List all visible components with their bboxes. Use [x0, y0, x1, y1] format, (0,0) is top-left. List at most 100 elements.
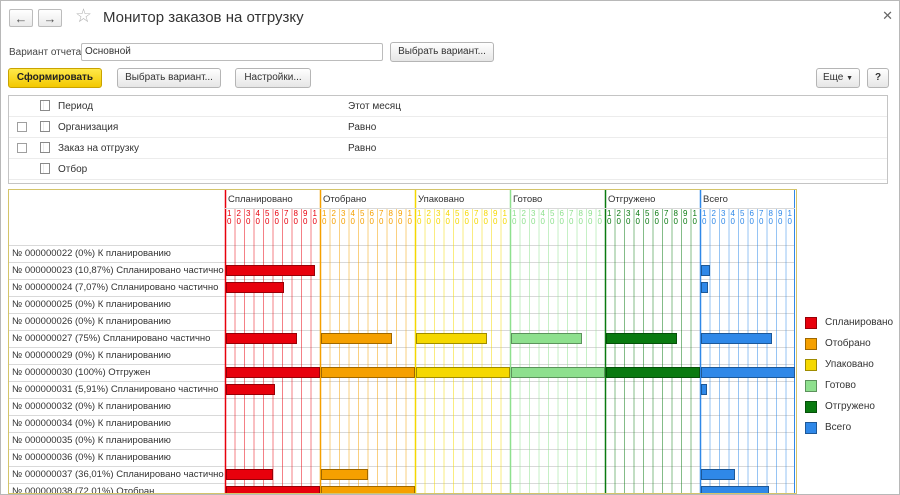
order-link[interactable]: № 000000035 (0%) К планированию	[12, 435, 171, 446]
order-link[interactable]: № 000000034 (0%) К планированию	[12, 418, 171, 429]
tick-label-top: 5	[265, 209, 270, 218]
tick-label-top: 6	[654, 209, 659, 218]
progress-bar	[321, 333, 392, 344]
more-button[interactable]: Еще ▼	[816, 68, 860, 88]
legend-label: Отобрано	[825, 338, 871, 349]
progress-bar	[321, 367, 415, 378]
tick-label-top: 6	[559, 209, 564, 218]
tick-label-bottom: 0	[635, 217, 640, 226]
tick-label-top: 1	[702, 209, 707, 218]
order-link[interactable]: № 000000037 (36,01%) Спланировано частич…	[12, 469, 224, 480]
generate-button[interactable]: Сформировать	[8, 68, 102, 88]
tick-label-bottom: 0	[464, 217, 469, 226]
group-header: Отгружено	[608, 194, 656, 205]
tick-label-top: 4	[730, 209, 735, 218]
chart-grid	[9, 190, 795, 493]
group-header: Всего	[703, 194, 728, 205]
tick-label-bottom: 0	[607, 217, 612, 226]
tick-label-top: 1	[787, 209, 792, 218]
legend-label: Готово	[825, 380, 856, 391]
progress-bar	[226, 367, 320, 378]
order-link[interactable]: № 000000023 (10,87%) Спланировано частич…	[12, 265, 224, 276]
settings-checkbox[interactable]	[17, 122, 27, 132]
tick-label-bottom: 0	[559, 217, 564, 226]
tick-label-top: 4	[255, 209, 260, 218]
more-label: Еще	[822, 72, 844, 83]
tick-label-top: 4	[635, 209, 640, 218]
tick-label-top: 1	[512, 209, 517, 218]
tick-label-top: 3	[531, 209, 536, 218]
progress-bar	[321, 486, 415, 493]
settings-row: Организация Равно	[9, 117, 887, 138]
filter-icon	[40, 121, 50, 132]
progress-bar	[226, 384, 275, 395]
progress-bar	[321, 469, 368, 480]
help-button[interactable]: ?	[867, 68, 889, 88]
tick-label-top: 5	[360, 209, 365, 218]
legend-label: Спланировано	[825, 317, 894, 328]
settings-value[interactable]: Равно	[348, 143, 377, 154]
tick-label-top: 7	[759, 209, 764, 218]
page-title: Монитор заказов на отгрузку	[103, 9, 304, 26]
select-variant-top-button[interactable]: Выбрать вариант...	[390, 42, 494, 62]
tick-label-top: 6	[464, 209, 469, 218]
order-link[interactable]: № 000000036 (0%) К планированию	[12, 452, 171, 463]
tick-label-bottom: 0	[436, 217, 441, 226]
tick-label-bottom: 0	[445, 217, 450, 226]
legend-label: Упаковано	[825, 359, 874, 370]
order-link[interactable]: № 000000026 (0%) К планированию	[12, 316, 171, 327]
settings-value[interactable]: Этот месяц	[348, 101, 401, 112]
order-link[interactable]: № 000000027 (75%) Спланировано частично	[12, 333, 211, 344]
forward-button[interactable]: →	[38, 9, 62, 27]
tick-label-top: 2	[521, 209, 526, 218]
tick-label-top: 7	[569, 209, 574, 218]
tick-label-top: 1	[407, 209, 412, 218]
order-link[interactable]: № 000000032 (0%) К планированию	[12, 401, 171, 412]
tick-label-top: 8	[293, 209, 298, 218]
tick-label-bottom: 0	[540, 217, 545, 226]
tick-label-bottom: 0	[626, 217, 631, 226]
legend-swatch	[805, 401, 817, 413]
order-link[interactable]: № 000000031 (5,91%) Спланировано частичн…	[12, 384, 219, 395]
tick-label-bottom: 0	[303, 217, 308, 226]
settings-button[interactable]: Настройки...	[235, 68, 311, 88]
order-link[interactable]: № 000000025 (0%) К планированию	[12, 299, 171, 310]
tick-label-top: 1	[502, 209, 507, 218]
select-variant-button[interactable]: Выбрать вариант...	[117, 68, 221, 88]
settings-value[interactable]: Равно	[348, 122, 377, 133]
order-link[interactable]: № 000000022 (0%) К планированию	[12, 248, 171, 259]
tick-label-bottom: 0	[331, 217, 336, 226]
tick-label-bottom: 0	[246, 217, 251, 226]
group-header: Готово	[513, 194, 543, 205]
progress-bar	[416, 333, 487, 344]
tick-label-top: 1	[597, 209, 602, 218]
tick-label-bottom: 0	[312, 217, 317, 226]
tick-label-bottom: 0	[787, 217, 792, 226]
variant-field[interactable]: Основной	[81, 43, 383, 61]
order-link[interactable]: № 000000029 (0%) К планированию	[12, 350, 171, 361]
back-button[interactable]: ←	[9, 9, 33, 27]
tick-label-top: 3	[246, 209, 251, 218]
tick-label-top: 8	[768, 209, 773, 218]
tick-label-bottom: 0	[711, 217, 716, 226]
favorite-star-icon[interactable]: ☆	[75, 6, 93, 27]
tick-label-bottom: 0	[645, 217, 650, 226]
order-link[interactable]: № 000000038 (72,01%) Отобран	[12, 486, 155, 494]
tick-label-top: 2	[711, 209, 716, 218]
tick-label-bottom: 0	[369, 217, 374, 226]
order-link[interactable]: № 000000024 (7,07%) Спланировано частичн…	[12, 282, 219, 293]
progress-bar	[226, 469, 273, 480]
settings-checkbox[interactable]	[17, 143, 27, 153]
tick-label-bottom: 0	[550, 217, 555, 226]
tick-label-bottom: 0	[388, 217, 393, 226]
tick-label-bottom: 0	[493, 217, 498, 226]
settings-name: Заказ на отгрузку	[58, 143, 139, 154]
tick-label-top: 4	[350, 209, 355, 218]
tick-label-bottom: 0	[778, 217, 783, 226]
progress-bar	[226, 486, 320, 493]
close-icon[interactable]: ✕	[882, 8, 893, 23]
tick-label-top: 4	[445, 209, 450, 218]
order-link[interactable]: № 000000030 (100%) Отгружен	[12, 367, 151, 378]
filter-icon	[40, 142, 50, 153]
tick-label-bottom: 0	[683, 217, 688, 226]
